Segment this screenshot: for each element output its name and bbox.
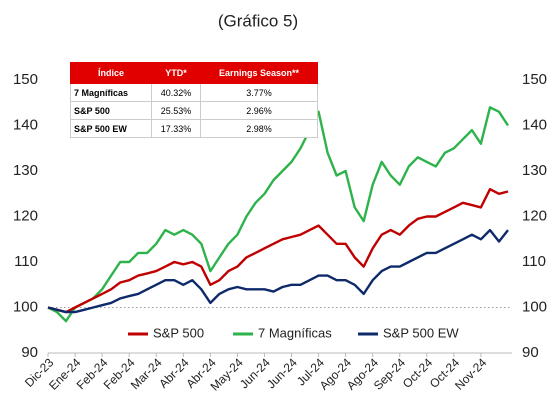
cell: 2.96% bbox=[200, 101, 318, 120]
table-row: S&P 500 25.53% 2.96% bbox=[70, 101, 318, 120]
y2-tick-label: 130 bbox=[522, 162, 547, 179]
table-header: Índice YTD* Earnings Season** bbox=[70, 62, 318, 84]
y-tick-label: 120 bbox=[13, 207, 38, 224]
header-cell: Índice bbox=[70, 62, 152, 84]
series-line bbox=[47, 228, 509, 314]
header-cell: YTD* bbox=[151, 62, 201, 84]
x-tick-label: Jun-24 bbox=[264, 355, 300, 391]
cell: S&P 500 EW bbox=[70, 119, 152, 138]
legend-label: 7 Magníficas bbox=[258, 325, 332, 340]
table-row: 7 Magníficas 40.32% 3.77% bbox=[70, 83, 318, 102]
series-line bbox=[47, 188, 509, 314]
y2-tick-label: 150 bbox=[522, 71, 547, 88]
cell: 40.32% bbox=[151, 83, 201, 102]
chart-title: (Gráfico 5) bbox=[218, 11, 298, 30]
y-tick-label: 150 bbox=[13, 71, 38, 88]
summary-table: Índice YTD* Earnings Season** 7 Magnífic… bbox=[70, 62, 318, 138]
cell: 17.33% bbox=[151, 119, 201, 138]
y-tick-label: 130 bbox=[13, 162, 38, 179]
cell: S&P 500 bbox=[70, 101, 152, 120]
y2-tick-label: 120 bbox=[522, 207, 547, 224]
x-tick-label: Mar-24 bbox=[128, 355, 165, 392]
y-tick-label: 140 bbox=[13, 116, 38, 133]
cell: 25.53% bbox=[151, 101, 201, 120]
table-row: S&P 500 EW 17.33% 2.98% bbox=[70, 119, 318, 138]
y2-tick-label: 90 bbox=[522, 344, 539, 361]
y2-tick-label: 100 bbox=[522, 298, 547, 315]
legend-label: S&P 500 EW bbox=[383, 325, 459, 340]
cell: 3.77% bbox=[200, 83, 318, 102]
y2-tick-label: 140 bbox=[522, 116, 547, 133]
series-line bbox=[47, 106, 510, 323]
y-tick-label: 100 bbox=[13, 298, 38, 315]
y2-tick-label: 110 bbox=[522, 253, 546, 270]
y-tick-label: 110 bbox=[14, 253, 38, 270]
header-cell: Earnings Season** bbox=[200, 62, 318, 84]
cell: 7 Magníficas bbox=[70, 83, 152, 102]
legend-label: S&P 500 bbox=[153, 325, 204, 340]
y-tick-label: 90 bbox=[21, 344, 38, 361]
cell: 2.98% bbox=[200, 119, 318, 138]
